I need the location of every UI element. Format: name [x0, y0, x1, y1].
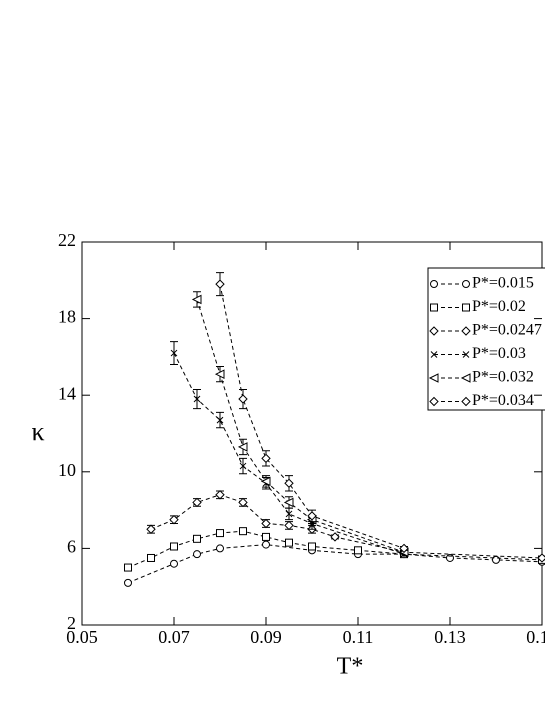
data-point	[170, 349, 178, 357]
legend-marker	[462, 351, 470, 358]
data-point	[262, 532, 270, 541]
data-point	[191, 294, 202, 305]
data-point	[399, 543, 409, 554]
x-tick-label: 0.07	[158, 627, 190, 647]
series-line	[150, 494, 543, 559]
data-point	[215, 490, 225, 500]
y-tick-label: 14	[58, 383, 76, 403]
legend-marker	[461, 396, 471, 407]
data-point	[284, 520, 294, 531]
data-point	[285, 510, 293, 518]
x-tick-label: 0.05	[66, 627, 98, 647]
data-point	[193, 395, 201, 403]
series-line	[219, 284, 405, 549]
data-point	[216, 416, 224, 424]
data-point	[239, 527, 247, 536]
data-point	[283, 497, 294, 508]
data-point	[216, 544, 224, 553]
x-axis-label: T*	[337, 654, 364, 680]
legend-marker	[430, 280, 438, 288]
y-tick-label: 10	[58, 460, 76, 480]
data-point	[354, 546, 362, 555]
data-point	[307, 511, 317, 521]
series-line	[173, 352, 405, 555]
data-point	[170, 542, 178, 551]
legend-marker	[462, 280, 470, 288]
data-point	[261, 453, 271, 464]
data-point	[238, 497, 248, 508]
legend-label: P*=0.02	[472, 298, 526, 315]
legend-marker	[460, 373, 471, 383]
data-point	[285, 538, 293, 547]
data-point	[192, 497, 202, 508]
series-line	[196, 299, 405, 553]
legend-marker	[430, 303, 438, 312]
legend-marker	[461, 326, 471, 336]
data-point	[214, 369, 225, 379]
data-point	[146, 524, 156, 534]
data-point	[147, 553, 155, 562]
data-point	[261, 518, 271, 529]
data-point	[124, 578, 132, 587]
legend-label: P*=0.03	[472, 345, 526, 362]
data-point	[170, 559, 178, 568]
legend-marker	[430, 351, 438, 358]
data-point	[446, 553, 454, 562]
legend-label: P*=0.015	[472, 275, 534, 292]
data-point	[193, 534, 201, 543]
plot-frame	[81, 241, 543, 626]
series-line	[127, 530, 543, 569]
data-point	[260, 476, 271, 487]
y-tick-label: 6	[67, 537, 76, 557]
data-point	[193, 550, 201, 559]
legend-marker	[429, 326, 439, 336]
legend-label: P*=0.0247	[472, 322, 542, 339]
x-tick-label: 0.15	[526, 627, 545, 647]
legend-marker	[429, 396, 439, 407]
data-point	[284, 478, 294, 488]
legend-box	[427, 267, 545, 411]
data-point	[216, 529, 224, 538]
data-point	[262, 540, 270, 549]
data-point	[238, 394, 248, 404]
legend-label: P*=0.034	[472, 392, 534, 409]
x-tick-label: 0.09	[250, 627, 282, 647]
legend-marker	[428, 373, 439, 383]
x-tick-label: 0.13	[434, 627, 466, 647]
y-tick-label: 22	[58, 230, 76, 250]
y-tick-label: 2	[67, 613, 76, 633]
data-point	[308, 542, 316, 551]
x-tick-label: 0.11	[343, 627, 374, 647]
data-point	[237, 442, 248, 452]
legend-marker	[462, 303, 470, 312]
data-point	[124, 563, 132, 572]
legend-label: P*=0.032	[472, 369, 534, 386]
data-point	[215, 279, 225, 289]
data-point	[239, 462, 247, 470]
y-axis-label: κ	[31, 417, 44, 446]
series-line	[127, 544, 543, 584]
y-tick-label: 18	[58, 307, 76, 327]
data-point	[169, 514, 179, 525]
data-point	[330, 532, 340, 542]
